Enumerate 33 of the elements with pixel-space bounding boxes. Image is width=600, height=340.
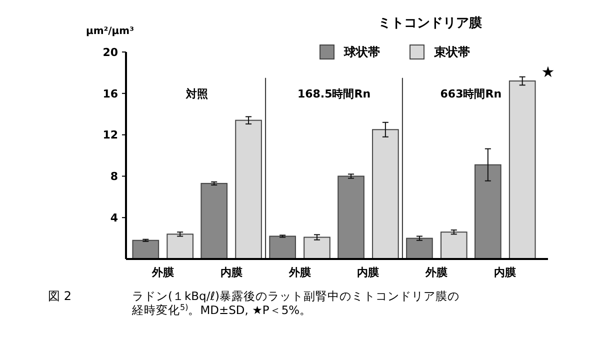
bar [440,232,468,260]
caption: 図 2 [48,289,72,303]
legend-label: 束状帯 [433,45,470,59]
bar [200,182,228,260]
y-tick-label: 20 [102,46,118,59]
x-tick-label: 内膜 [220,266,244,279]
bar [132,240,160,260]
annotation: 663時間Rn [440,87,502,100]
bar [166,234,194,260]
x-tick-label: 外膜 [288,266,312,279]
annotation: 対照 [185,87,208,100]
legend-label: 球状帯 [343,45,380,59]
x-tick-label: 外膜 [424,266,449,279]
annotation: ★ [541,62,555,81]
bar [406,238,433,260]
bar [235,120,262,260]
bar [338,176,364,260]
legend-title: ミトコンドリア膜 [378,16,482,31]
annotation: 168.5時間Rn [297,87,371,100]
y-axis-title: μm²/μm³ [86,26,134,37]
bar [304,236,330,260]
text: ラドン(１kBq/ℓ)暴露後のラット副腎中のミトコンドリア膜の経時変化$^{5)}$。MD±SD, ★P＜5%。 [131,289,460,317]
x-tick-label: 外膜 [150,266,175,279]
y-tick-label: 12 [102,128,118,142]
y-tick-label: 16 [102,87,118,100]
bar [372,129,399,260]
bar [474,164,502,260]
y-tick-label: 4 [110,211,118,224]
bar [508,80,536,260]
x-tick-label: 内膜 [357,266,380,279]
x-tick-label: 内膜 [494,266,518,279]
bar [269,236,296,260]
y-tick-label: 8 [110,170,118,184]
